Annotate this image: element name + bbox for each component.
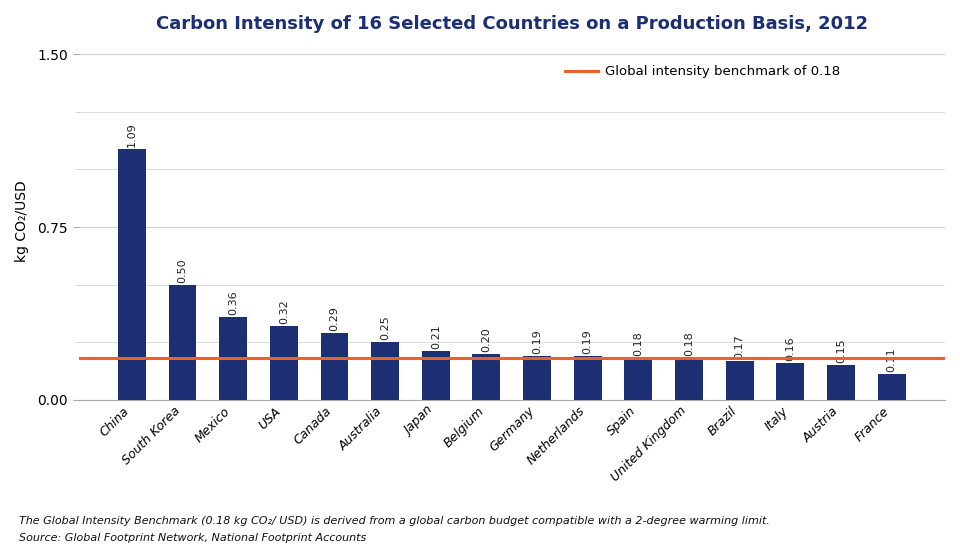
Bar [828,365,855,400]
Text: 0.16: 0.16 [785,336,796,361]
Bar [321,333,348,400]
Text: 0.21: 0.21 [431,325,441,350]
Bar [777,363,804,400]
Bar [726,361,754,400]
Text: 0.17: 0.17 [734,334,745,359]
Bar [624,358,653,400]
Text: 0.50: 0.50 [178,258,187,282]
Bar [574,356,602,400]
Bar [219,317,247,400]
Text: The Global Intensity Benchmark (0.18 kg CO₂/ USD) is derived from a global carbo: The Global Intensity Benchmark (0.18 kg … [19,517,770,527]
Text: 0.18: 0.18 [634,332,643,356]
Text: 0.18: 0.18 [684,332,694,356]
Bar [877,374,905,400]
Text: 0.19: 0.19 [532,329,542,354]
Bar [169,285,197,400]
Bar [472,354,500,400]
Text: 0.11: 0.11 [887,348,897,372]
Bar [270,326,298,400]
Text: 1.09: 1.09 [127,122,137,147]
Text: 0.15: 0.15 [836,339,846,364]
Bar [675,358,703,400]
Bar [421,351,449,400]
Text: 0.19: 0.19 [583,329,592,354]
Bar [372,342,399,400]
Text: 0.25: 0.25 [380,315,390,340]
Text: 0.20: 0.20 [481,327,492,352]
Legend: Global intensity benchmark of 0.18: Global intensity benchmark of 0.18 [560,60,845,84]
Text: 0.32: 0.32 [278,299,289,324]
Text: 0.36: 0.36 [228,290,238,315]
Y-axis label: kg CO₂/USD: kg CO₂/USD [15,180,29,262]
Bar [118,149,146,400]
Text: 0.29: 0.29 [329,306,340,331]
Bar [523,356,551,400]
Text: Source: Global Footprint Network, National Footprint Accounts: Source: Global Footprint Network, Nation… [19,533,367,543]
Title: Carbon Intensity of 16 Selected Countries on a Production Basis, 2012: Carbon Intensity of 16 Selected Countrie… [156,15,868,33]
